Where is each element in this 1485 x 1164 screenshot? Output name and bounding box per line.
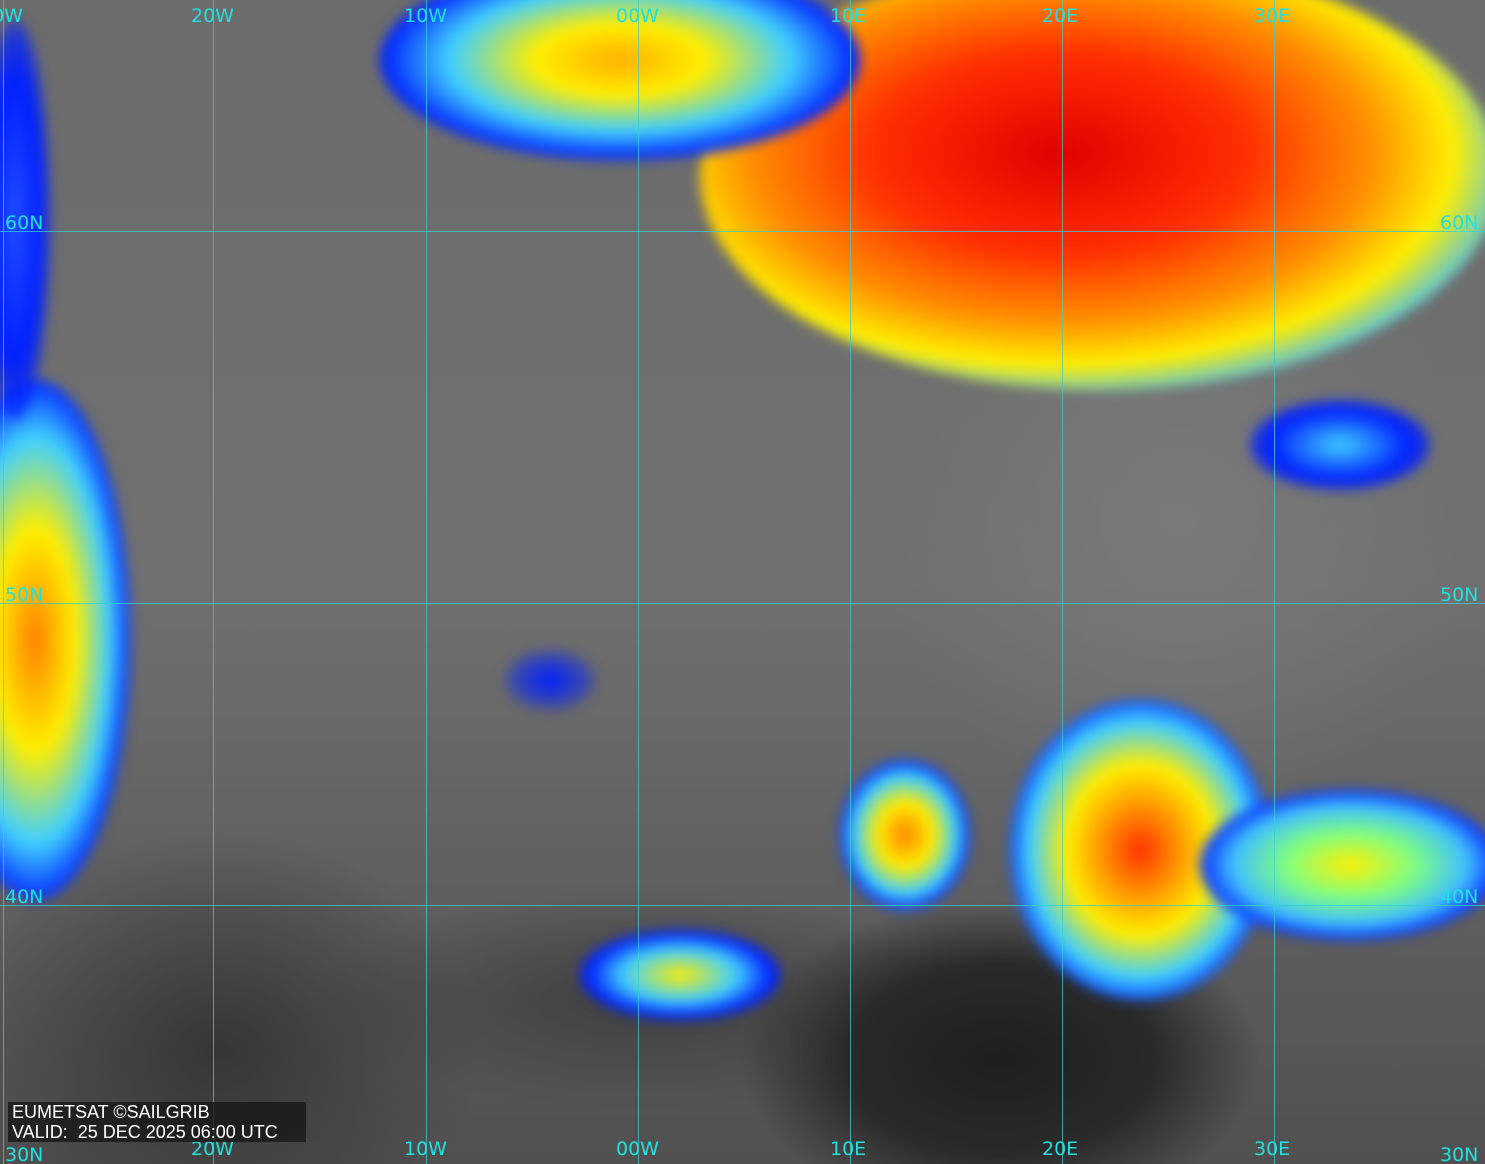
cloud-black-sea-band (1200, 790, 1485, 940)
lat-label-right: 40N (1440, 886, 1479, 908)
meridian-30w (3, 0, 4, 1164)
lon-label-bottom: 00W (616, 1138, 659, 1160)
cloud-ukraine (1250, 400, 1430, 490)
lon-label-bottom: 10E (830, 1138, 867, 1160)
meridian-20e (1062, 0, 1063, 1164)
lon-label-top: 30W (0, 5, 23, 27)
cloud-italy (840, 760, 970, 910)
lon-label-top: 10E (830, 5, 867, 27)
lat-label-left: 60N (5, 212, 44, 234)
parallel-40n (0, 905, 1485, 906)
lon-label-bottom: 20W (191, 1138, 234, 1160)
lon-label-bottom: 30E (1254, 1138, 1291, 1160)
meridian-10w (426, 0, 427, 1164)
lat-label-right: 60N (1440, 212, 1479, 234)
cloud-west-band (0, 380, 130, 900)
lat-label-right: 30N (1440, 1144, 1479, 1164)
caption-box: EUMETSAT ©SAILGRIB VALID: 25 DEC 2025 06… (8, 1102, 306, 1142)
lon-label-top: 20E (1042, 5, 1079, 27)
lon-label-top: 20W (191, 5, 234, 27)
valid-time-text: VALID: 25 DEC 2025 06:00 UTC (12, 1122, 278, 1142)
meridian-20w (213, 0, 214, 1164)
lat-label-left: 40N (5, 886, 44, 908)
meridian-0 (638, 0, 639, 1164)
meridian-30e (1274, 0, 1275, 1164)
lon-label-top: 00W (616, 5, 659, 27)
cloud-north-atlantic (380, 0, 860, 160)
cloud-biscay (505, 650, 595, 710)
lon-label-top: 10W (404, 5, 447, 27)
lat-label-right: 50N (1440, 584, 1479, 606)
meridian-10e (850, 0, 851, 1164)
lat-label-left: 50N (5, 584, 44, 606)
parallel-60n (0, 231, 1485, 232)
parallel-50n (0, 603, 1485, 604)
lon-label-bottom: 10W (404, 1138, 447, 1160)
copyright-text: EUMETSAT ©SAILGRIB (12, 1102, 210, 1122)
lat-label-left: 30N (5, 1144, 44, 1164)
lon-label-top: 30E (1254, 5, 1291, 27)
cloud-algeria (580, 930, 780, 1020)
lon-label-bottom: 20E (1042, 1138, 1079, 1160)
